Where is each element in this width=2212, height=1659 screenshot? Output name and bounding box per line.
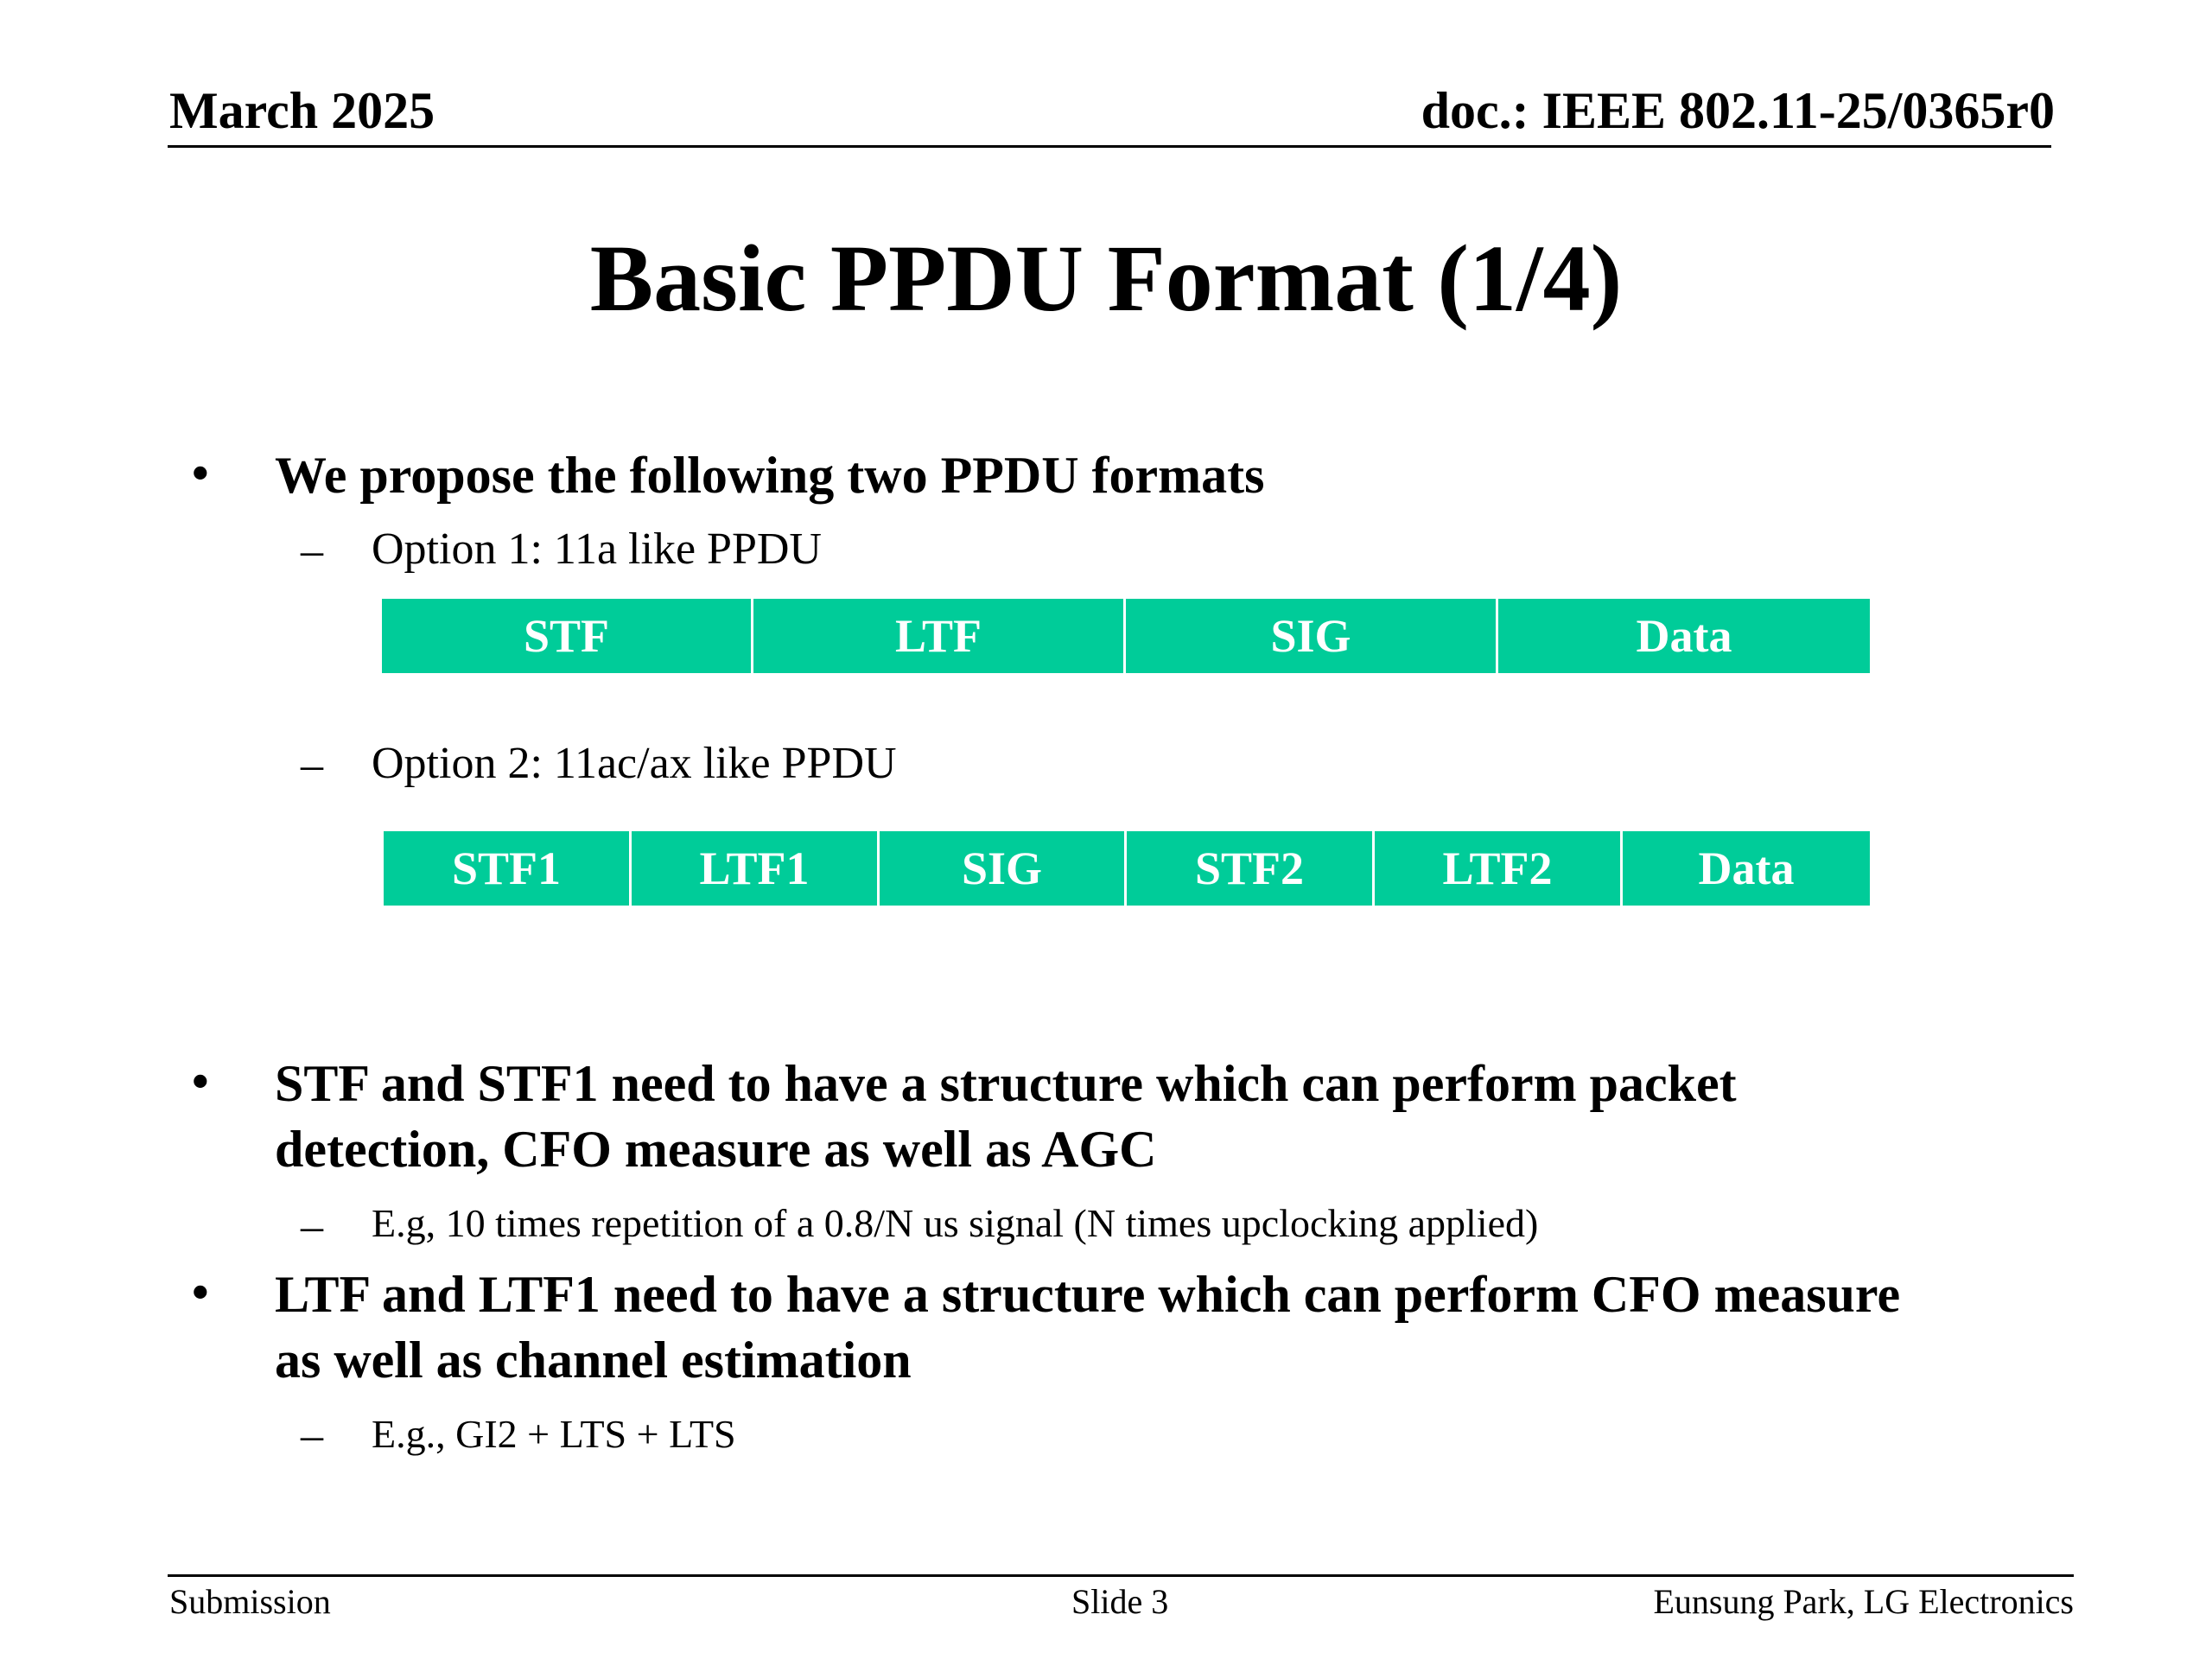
ppdu-field: STF2: [1127, 831, 1375, 906]
sub-bullet-text: Option 1: 11a like PPDU: [372, 524, 822, 574]
sub-bullet-marker: –: [301, 1202, 323, 1251]
footer-submission: Submission: [169, 1582, 331, 1621]
bullet-text: detection, CFO measure as well as AGC: [275, 1121, 1157, 1178]
ppdu-field: SIG: [880, 831, 1127, 906]
ppdu-field: SIG: [1126, 599, 1498, 673]
ppdu-field: LTF2: [1375, 831, 1623, 906]
ppdu-field: STF: [382, 599, 753, 673]
bullet-text: We propose the following two PPDU format…: [275, 447, 1265, 504]
ppdu-field: Data: [1623, 831, 1870, 906]
bullet-text: LTF and LTF1 need to have a structure wh…: [275, 1266, 1901, 1323]
ppdu-field: Data: [1498, 599, 1870, 673]
bullet-text: STF and STF1 need to have a structure wh…: [275, 1055, 1737, 1112]
ppdu-field: STF1: [384, 831, 632, 906]
sub-bullet-text: E.g, 10 times repetition of a 0.8/N us s…: [372, 1201, 1539, 1245]
bullet-marker: •: [192, 447, 209, 500]
ppdu-field: LTF1: [632, 831, 880, 906]
footer-author: Eunsung Park, LG Electronics: [1653, 1582, 2074, 1621]
slide-title: Basic PPDU Format (1/4): [589, 226, 1623, 331]
header-divider: [168, 145, 2051, 148]
footer-slide-number: Slide 3: [1071, 1582, 1169, 1621]
footer-divider: [168, 1574, 2074, 1577]
bullet-marker: •: [192, 1055, 209, 1109]
sub-bullet-marker: –: [301, 1411, 323, 1460]
header-doc-id: doc.: IEEE 802.11-25/0365r0: [1421, 82, 2055, 139]
ppdu-field: LTF: [753, 599, 1126, 673]
ppdu-option1-diagram: STF LTF SIG Data: [382, 599, 1870, 673]
sub-bullet-text: E.g., GI2 + LTS + LTS: [372, 1412, 736, 1456]
sub-bullet-marker: –: [301, 526, 323, 575]
sub-bullet-text: Option 2: 11ac/ax like PPDU: [372, 739, 897, 788]
bullet-text: as well as channel estimation: [275, 1332, 912, 1389]
header-date: March 2025: [169, 82, 435, 139]
bullet-marker: •: [192, 1266, 209, 1319]
ppdu-option2-diagram: STF1 LTF1 SIG STF2 LTF2 Data: [384, 831, 1870, 906]
sub-bullet-marker: –: [301, 741, 323, 790]
